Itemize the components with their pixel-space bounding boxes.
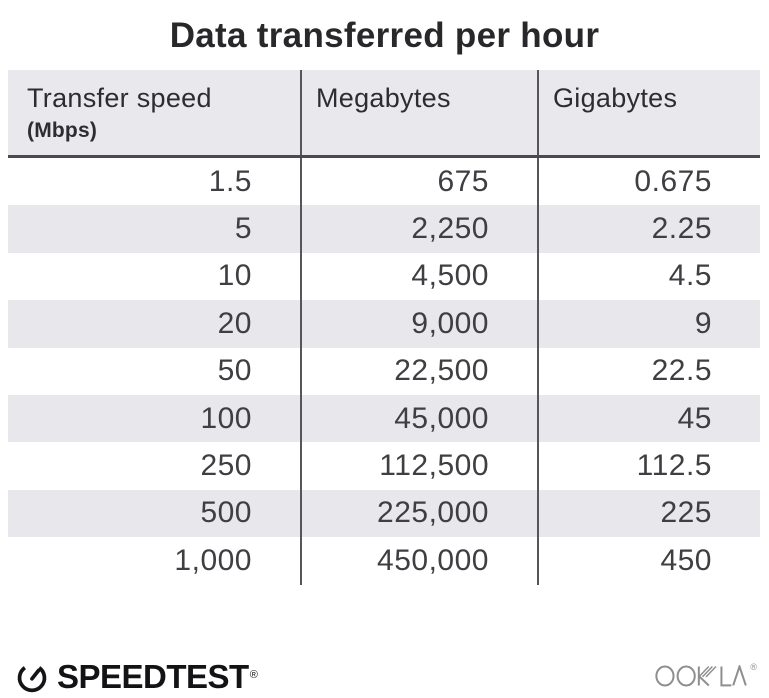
header-label: Megabytes <box>316 83 451 113</box>
header-label: Transfer speed <box>27 83 212 113</box>
table-cell: 100 <box>8 394 302 443</box>
table-cell: 675 <box>302 158 539 206</box>
table-cell: 9,000 <box>302 300 539 348</box>
table-cell: 2.25 <box>651 212 712 246</box>
table-cell: 20 <box>8 300 302 348</box>
speedtest-wordmark: SPEEDTEST® <box>57 658 258 695</box>
table-cell: 225,000 <box>302 489 539 538</box>
table-cell: 500 <box>8 489 302 538</box>
speedtest-brand-text: SPEEDTEST <box>57 658 249 695</box>
table-cell: 450 <box>660 543 712 577</box>
ookla-wordmark-icon <box>655 665 748 687</box>
table-cell: 10 <box>8 252 302 301</box>
table-cell: 112.5 <box>636 449 712 483</box>
table-cell: 5 <box>8 205 302 253</box>
table-cell: 450,000 <box>302 537 539 585</box>
chart-title: Data transferred per hour <box>169 16 600 55</box>
header-unit-label: (Mbps) <box>27 119 98 142</box>
table-cell: 50 <box>8 347 302 395</box>
header-cell-transfer-speed: Transfer speed (Mbps) <box>8 70 302 155</box>
table-row: 10 4,500 4.5 <box>8 252 760 301</box>
table-cell: 4.5 <box>668 259 712 293</box>
ookla-logo: ® OOKLA <box>655 662 757 687</box>
header-label: Gigabytes <box>553 83 678 113</box>
header-cell-gigabytes: Gigabytes <box>539 70 760 155</box>
footer: SPEEDTEST® ® OOKLA <box>0 645 769 698</box>
speedtest-gauge-icon <box>17 666 47 693</box>
table-cell: 112,500 <box>302 442 539 490</box>
table-cell: 225 <box>660 496 712 530</box>
table-row: 250 112,500 112.5 <box>8 442 760 490</box>
table-cell: 250 <box>8 442 302 490</box>
data-table: Transfer speed (Mbps) Megabytes Gigabyte… <box>8 70 760 585</box>
registered-mark: ® <box>750 662 757 672</box>
table-cell: 22,500 <box>302 347 539 395</box>
table-row: 50 22,500 22.5 <box>8 347 760 395</box>
table-row: 1.5 675 0.675 <box>8 158 760 206</box>
table-row: 5 2,250 2.25 <box>8 205 760 253</box>
table-cell: 9 <box>694 306 712 340</box>
table-body: 1.5 675 0.675 5 2,250 2.25 10 4,500 4.5 20 9,000 9 5… <box>8 158 760 585</box>
table-cell: 4,500 <box>302 252 539 301</box>
table-cell: 1,000 <box>8 537 302 585</box>
table-cell: 1.5 <box>8 158 302 206</box>
table-row: 100 45,000 45 <box>8 394 760 443</box>
registered-mark: ® <box>249 669 258 681</box>
table-cell: 2,250 <box>302 205 539 253</box>
table-row: 1,000 450,000 450 <box>8 537 760 585</box>
header-cell-megabytes: Megabytes <box>302 70 539 155</box>
table-header: Transfer speed (Mbps) Megabytes Gigabyte… <box>8 70 760 158</box>
table-row: 500 225,000 225 <box>8 489 760 538</box>
table-cell: 0.675 <box>634 164 712 198</box>
table-cell: 45 <box>677 401 712 435</box>
speedtest-logo: SPEEDTEST® <box>16 658 258 695</box>
table-row: 20 9,000 9 <box>8 300 760 348</box>
table-cell: 45,000 <box>302 394 539 443</box>
table-cell: 22.5 <box>651 354 712 388</box>
